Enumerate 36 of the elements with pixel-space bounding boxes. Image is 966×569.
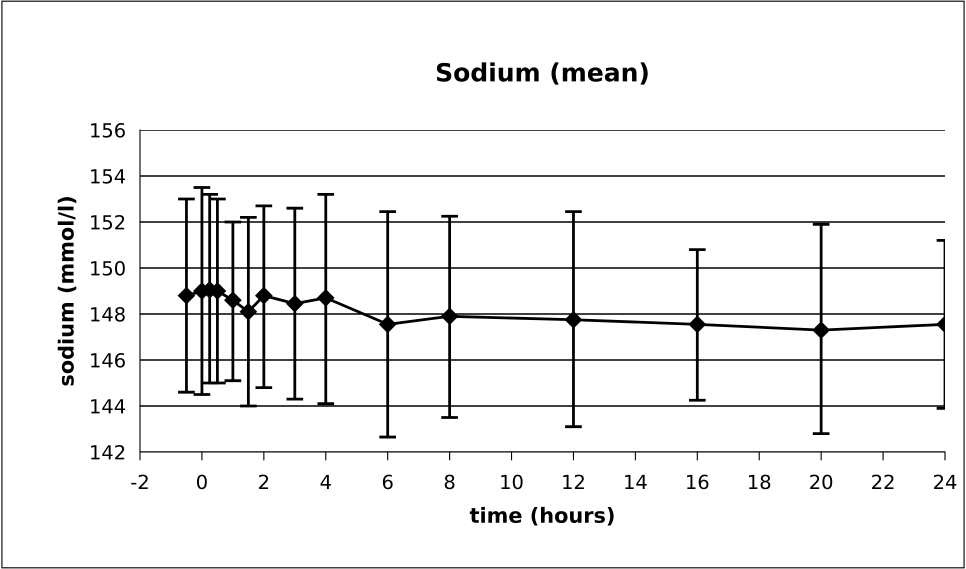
point <box>317 289 334 306</box>
x-axis-title: time (hours) <box>470 506 614 526</box>
point <box>286 295 304 312</box>
x-tick-label: 14 <box>625 474 647 489</box>
x-tick-label: 4 <box>320 474 331 489</box>
y-tick-label: 154 <box>91 169 126 184</box>
x-tick-label: -2 <box>131 474 148 489</box>
point <box>564 311 582 328</box>
y-tick-label: 150 <box>91 260 125 276</box>
y-tick-label: 148 <box>91 306 125 322</box>
y-tick-label: 152 <box>91 214 124 230</box>
point <box>441 308 458 325</box>
point <box>255 287 272 304</box>
x-tick-label: 10 <box>501 474 523 490</box>
x-tick-label: 12 <box>563 474 584 489</box>
x-tick-label: 8 <box>444 474 454 490</box>
y-tick-label: 142 <box>91 444 124 460</box>
point <box>178 287 195 304</box>
x-tick-label: 24 <box>934 474 956 489</box>
point <box>224 292 242 309</box>
x-tick-label: 0 <box>197 474 207 490</box>
y-tick-label: 144 <box>91 399 126 414</box>
chart-title: Sodium (mean) <box>436 62 648 85</box>
y-tick-label: 146 <box>91 352 125 368</box>
x-tick-label: 20 <box>810 474 832 490</box>
x-tick-label: 2 <box>259 474 268 489</box>
y-tick-label: 156 <box>91 122 125 138</box>
point <box>688 316 706 333</box>
x-tick-label: 18 <box>748 474 770 490</box>
point <box>240 303 257 320</box>
y-axis-title: sodium (mmol/l) <box>58 197 76 386</box>
point <box>812 322 830 339</box>
point <box>379 316 396 333</box>
x-tick-label: 6 <box>382 474 393 490</box>
x-tick-label: 16 <box>687 474 708 490</box>
x-tick-label: 22 <box>872 474 894 489</box>
